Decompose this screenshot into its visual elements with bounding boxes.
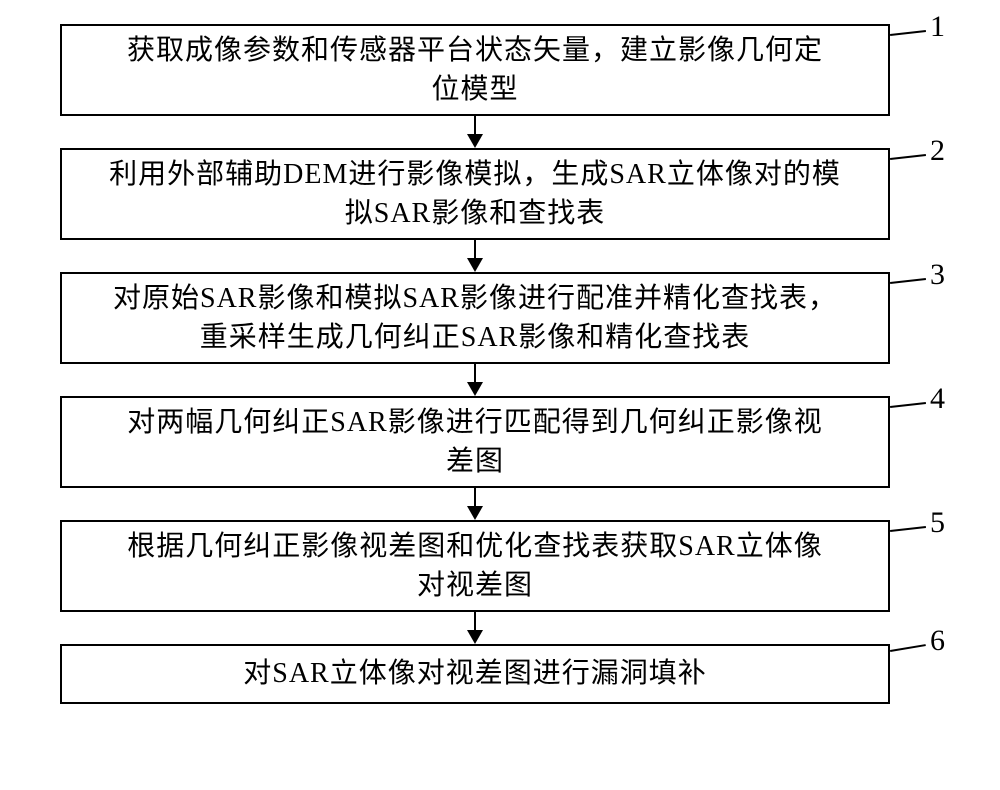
leader-line xyxy=(890,402,926,408)
leader-line xyxy=(890,30,926,36)
step-number-6: 6 xyxy=(930,624,945,658)
arrow-line xyxy=(474,488,476,508)
step-number-4: 4 xyxy=(930,382,945,416)
step-number-5: 5 xyxy=(930,506,945,540)
arrow-line xyxy=(474,240,476,260)
flowchart-step-5: 根据几何纠正影像视差图和优化查找表获取SAR立体像对视差图 xyxy=(60,520,890,612)
step-text: 对两幅几何纠正SAR影像进行匹配得到几何纠正影像视差图 xyxy=(127,403,822,481)
leader-line xyxy=(890,644,926,652)
flowchart-step-2: 利用外部辅助DEM进行影像模拟，生成SAR立体像对的模拟SAR影像和查找表 xyxy=(60,148,890,240)
arrow-down-icon xyxy=(467,382,483,396)
arrow-down-icon xyxy=(467,506,483,520)
flowchart-step-4: 对两幅几何纠正SAR影像进行匹配得到几何纠正影像视差图 xyxy=(60,396,890,488)
leader-line xyxy=(890,154,926,160)
step-text: 对原始SAR影像和模拟SAR影像进行配准并精化查找表，重采样生成几何纠正SAR影… xyxy=(113,279,837,357)
arrow-line xyxy=(474,364,476,384)
arrow-line xyxy=(474,116,476,136)
step-text: 利用外部辅助DEM进行影像模拟，生成SAR立体像对的模拟SAR影像和查找表 xyxy=(109,155,841,233)
leader-line xyxy=(890,278,926,284)
leader-line xyxy=(890,526,926,532)
step-number-3: 3 xyxy=(930,258,945,292)
step-number-1: 1 xyxy=(930,10,945,44)
flowchart-step-1: 获取成像参数和传感器平台状态矢量，建立影像几何定位模型 xyxy=(60,24,890,116)
flowchart-step-6: 对SAR立体像对视差图进行漏洞填补 xyxy=(60,644,890,704)
arrow-down-icon xyxy=(467,134,483,148)
arrow-down-icon xyxy=(467,630,483,644)
flowchart-step-3: 对原始SAR影像和模拟SAR影像进行配准并精化查找表，重采样生成几何纠正SAR影… xyxy=(60,272,890,364)
arrow-down-icon xyxy=(467,258,483,272)
step-text: 获取成像参数和传感器平台状态矢量，建立影像几何定位模型 xyxy=(127,31,823,109)
arrow-line xyxy=(474,612,476,632)
step-text: 对SAR立体像对视差图进行漏洞填补 xyxy=(243,654,706,693)
step-text: 根据几何纠正影像视差图和优化查找表获取SAR立体像对视差图 xyxy=(127,527,822,605)
step-number-2: 2 xyxy=(930,134,945,168)
